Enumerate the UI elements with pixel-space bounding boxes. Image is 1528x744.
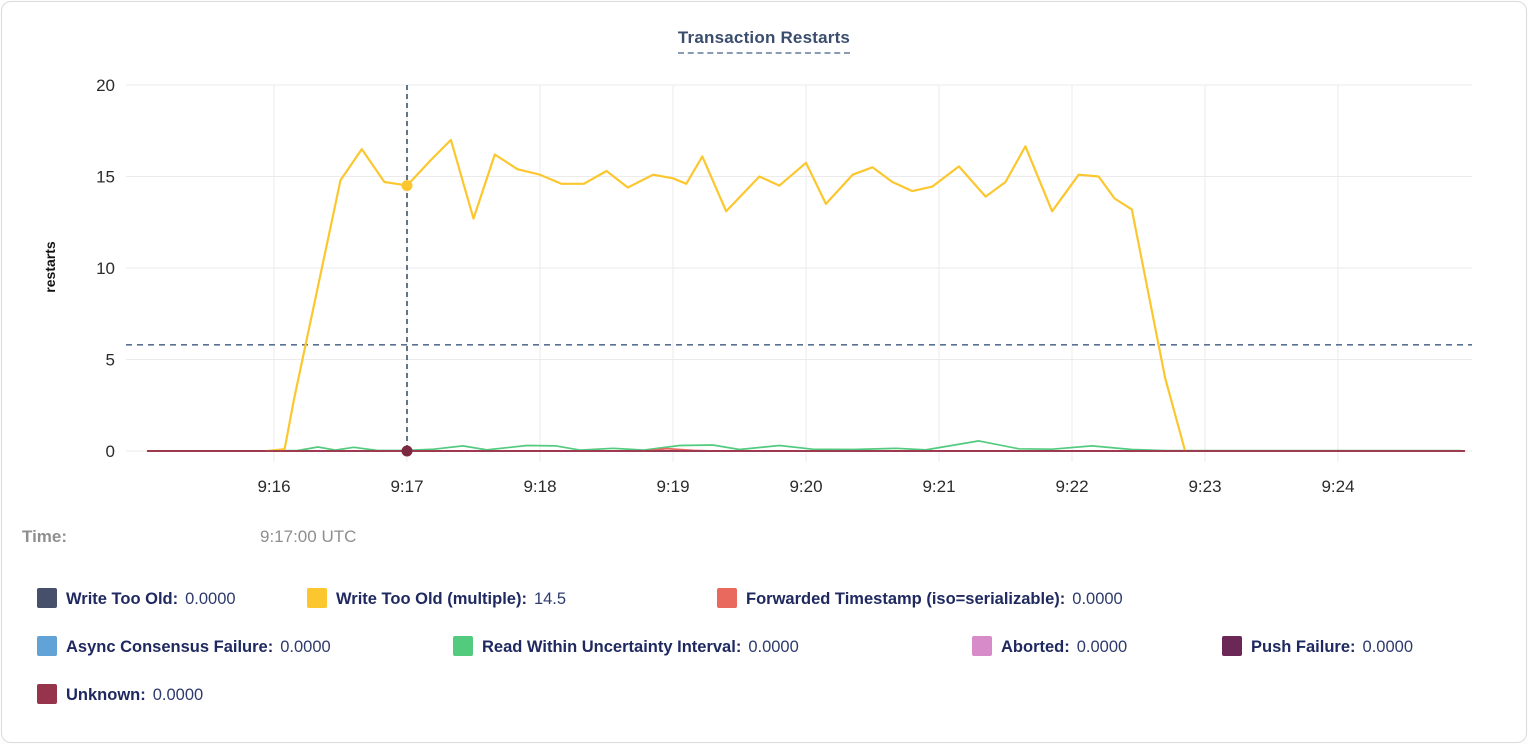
legend-item-read-within-uncertainty: Read Within Uncertainty Interval: 0.0000 [453, 636, 799, 657]
time-value: 9:17:00 UTC [260, 527, 357, 546]
x-tick-label: 9:16 [257, 477, 290, 496]
x-tick-label: 9:21 [922, 477, 955, 496]
legend-value: 0.0000 [185, 590, 236, 608]
series-line [270, 440, 1462, 452]
legend-label: Write Too Old (multiple): [336, 590, 527, 608]
legend-row: Unknown: 0.0000 [2, 684, 1526, 732]
legend-swatch-push-failure [1222, 636, 1242, 656]
legend-label: Push Failure: [1251, 638, 1356, 656]
legend-label: Read Within Uncertainty Interval: [482, 638, 742, 656]
x-tick-label: 9:24 [1321, 477, 1354, 496]
legend-swatch-aborted [972, 636, 992, 656]
legend-value: 14.5 [533, 590, 567, 608]
legend-value: 0.0000 [1076, 638, 1128, 656]
transaction-restarts-chart[interactable]: 0 5 10 15 20 9:16 9:17 9:18 9:19 9:20 9:21 9:22 9:23… [2, 2, 1527, 507]
legend-value: 0.0000 [152, 686, 204, 704]
x-tick-label: 9:19 [656, 477, 689, 496]
legend-item-push-failure: Push Failure: 0.0000 [1222, 636, 1413, 657]
legend-swatch-forwarded-timestamp [717, 588, 737, 608]
legend-swatch-write-too-old [37, 588, 57, 608]
x-tick-label: 9:20 [789, 477, 822, 496]
legend-value: 0.0000 [1362, 638, 1413, 656]
y-tick-label: 10 [96, 259, 115, 278]
legend-item-async-consensus-failure: Async Consensus Failure: 0.0000 [37, 636, 331, 657]
legend-item-forwarded-timestamp: Forwarded Timestamp (iso=serializable): 0… [717, 588, 1123, 609]
x-tick-label: 9:17 [390, 477, 423, 496]
legend-swatch-async-consensus-failure [37, 636, 57, 656]
legend-label: Unknown: [66, 686, 146, 704]
legend-label: Write Too Old: [66, 590, 179, 608]
x-tick-label: 9:23 [1188, 477, 1221, 496]
legend-row: Write Too Old: 0.0000 Write Too Old (mult… [2, 588, 1526, 636]
x-tick-label: 9:22 [1055, 477, 1088, 496]
legend-label: Aborted: [1001, 638, 1070, 656]
legend-item-aborted: Aborted: 0.0000 [972, 636, 1127, 657]
legend-item-unknown: Unknown: 0.0000 [37, 684, 203, 705]
legend-value: 0.0000 [748, 638, 799, 656]
y-tick-label: 20 [96, 76, 115, 95]
legend-swatch-unknown [37, 684, 57, 704]
chart-title-text: Transaction Restarts [677, 28, 851, 54]
y-tick-label: 15 [96, 168, 115, 187]
hover-time-row: Time: 9:17:00 UTC [2, 527, 1526, 551]
x-tick-label: 9:18 [523, 477, 556, 496]
chart-legend: Write Too Old: 0.0000 Write Too Old (mult… [2, 588, 1526, 732]
legend-swatch-write-too-old-multiple [307, 588, 327, 608]
y-tick-label: 5 [106, 351, 115, 370]
legend-row: Async Consensus Failure: 0.0000 Read With… [2, 636, 1526, 684]
highlight-dot-write-too-old-multiple- [401, 180, 413, 192]
chart-title: Transaction Restarts [2, 28, 1526, 54]
y-tick-label: 0 [106, 442, 115, 461]
time-label: Time: [22, 527, 68, 546]
highlight-dot-unknown [401, 445, 413, 457]
legend-label: Async Consensus Failure: [66, 638, 274, 656]
legend-value: 0.0000 [1072, 590, 1123, 608]
legend-item-write-too-old-multiple: Write Too Old (multiple): 14.5 [307, 588, 566, 609]
legend-item-write-too-old: Write Too Old: 0.0000 [37, 588, 236, 609]
legend-value: 0.0000 [280, 638, 331, 656]
legend-swatch-read-within-uncertainty [453, 636, 473, 656]
legend-label: Forwarded Timestamp (iso=serializable): [746, 590, 1066, 608]
